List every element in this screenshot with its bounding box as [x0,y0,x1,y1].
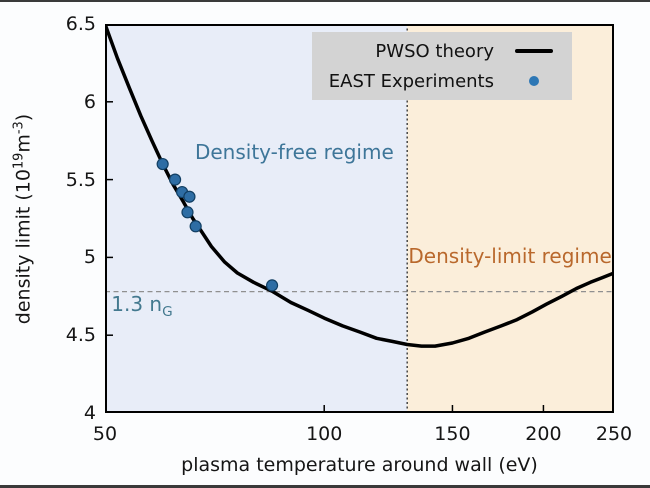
legend-label: PWSO theory [375,40,494,62]
x-tick-label: 100 [306,423,343,445]
x-tick-label: 200 [525,423,562,445]
experiment-point [183,190,196,203]
experiment-point [156,157,169,171]
y-tick-label: 5.5 [65,168,96,191]
regime-label-1: Density-limit regime [408,243,612,268]
experiment-point [265,279,279,292]
y-axis-title-close: ) [12,113,35,122]
axes-frame [105,24,614,413]
legend-label: EAST Experiments [328,70,494,92]
y-tick-label: 4.5 [65,324,96,347]
y-axis-title-text: density limit (10 [12,169,35,325]
y-axis-title-superscript-2: -3 [11,121,27,135]
legend-item-east-experiments: EAST Experiments [324,66,560,96]
y-tick-label: 6 [83,90,96,113]
x-tick-label: 250 [595,423,633,445]
line-sample-icon [508,49,560,53]
greenwald-fraction-label: 1.3 nG [111,292,172,320]
greenwald-fraction-text: 1.3 n [111,291,163,316]
y-axis-title-superscript: 19 [11,152,27,170]
legend-item-pwso-theory: PWSO theory [324,36,560,66]
y-tick-label: 4 [83,402,96,424]
experiment-point [168,173,182,186]
x-axis-title: plasma temperature around wall (eV) [181,454,538,476]
x-tick-label: 50 [92,423,118,445]
y-axis-title: density limit (1019m-3) [11,114,34,324]
dot-sample-icon [508,76,560,86]
experiment-point [181,206,194,219]
experiment-point [189,220,202,233]
x-tick-label: 150 [434,423,471,445]
frame-line-top [0,0,650,2]
legend: PWSO theory EAST Experiments [312,32,572,100]
y-tick-label: 5 [83,246,96,269]
y-axis-title-unit: m [12,134,35,153]
regime-label-0: Density-free regime [194,139,394,164]
y-tick-label: 6.5 [65,13,96,35]
frame-line-bottom [0,485,650,488]
greenwald-fraction-subscript: G [162,303,173,320]
